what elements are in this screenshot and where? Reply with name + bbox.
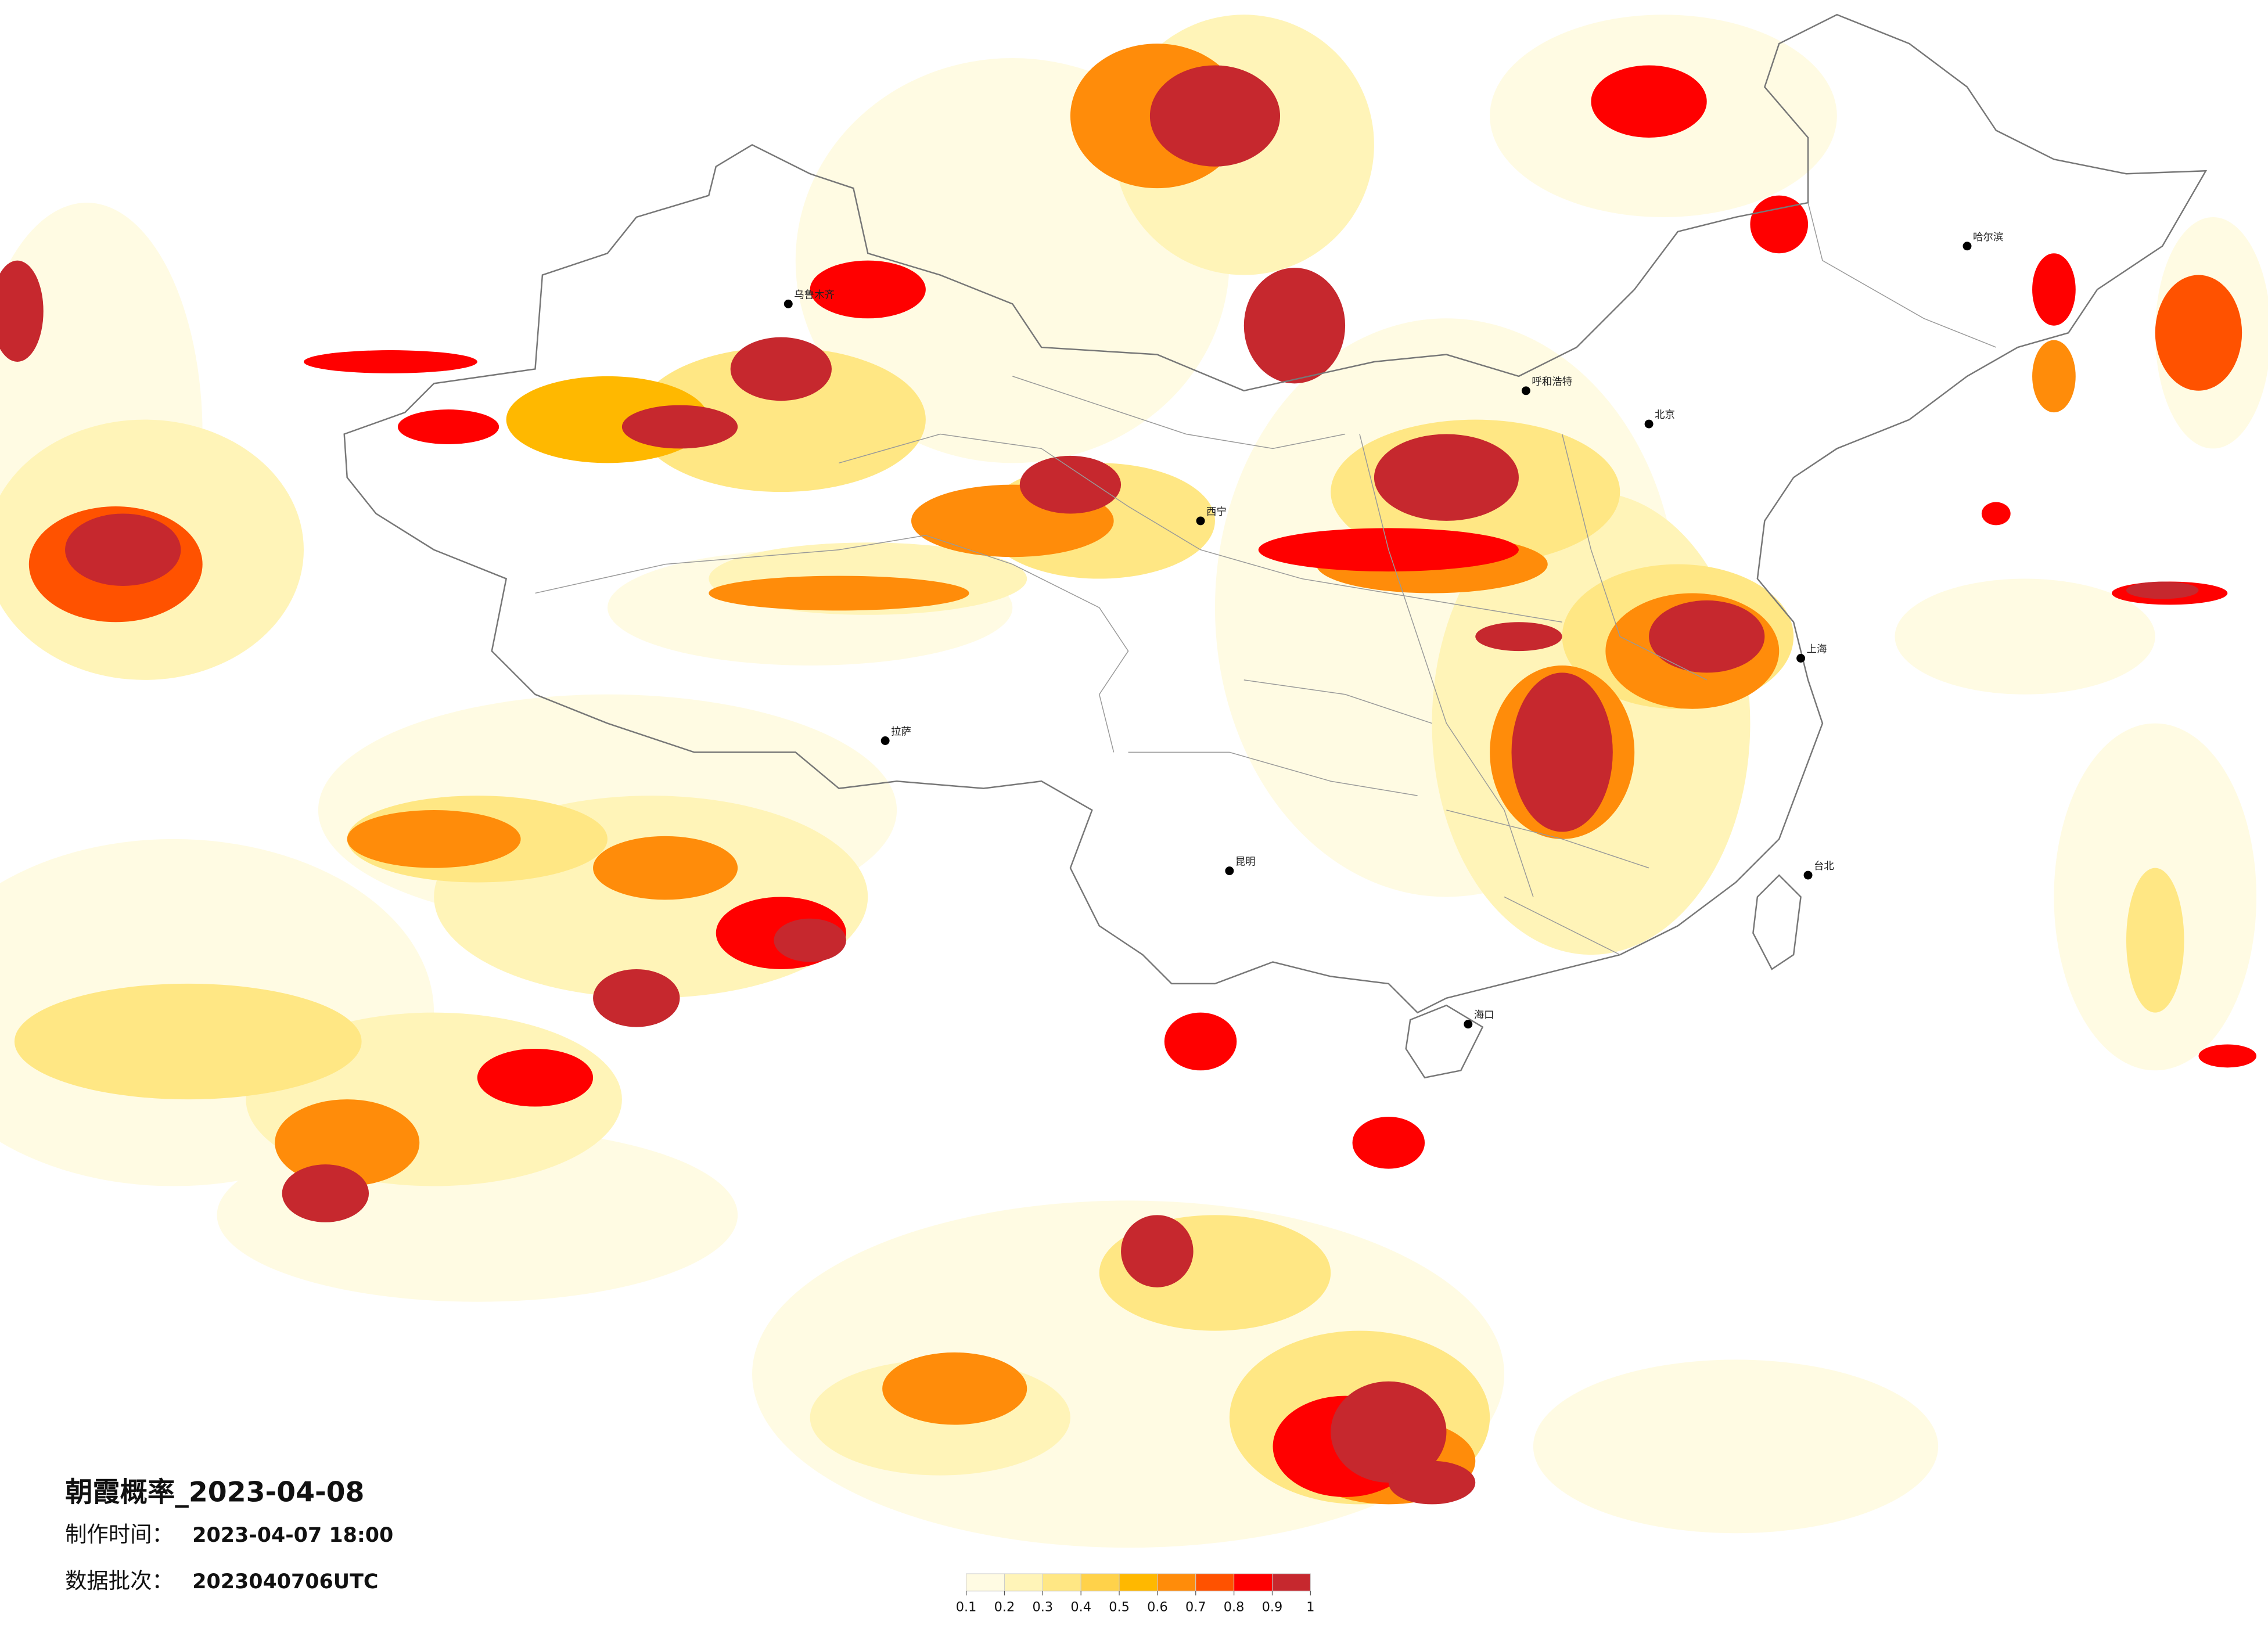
city-label: 昆明: [1235, 857, 1256, 868]
legend-tick-label: 0.8: [1224, 1600, 1245, 1615]
city-dot: [1796, 654, 1806, 663]
legend-swatch: [1042, 1573, 1081, 1592]
probability-patch: [477, 1048, 594, 1107]
city-label: 呼和浩特: [1532, 376, 1572, 388]
legend-swatch: [1234, 1573, 1273, 1592]
city-dot: [1521, 386, 1530, 395]
info-label: 数据批次：: [65, 1568, 174, 1593]
probability-patch: [882, 1352, 1027, 1425]
probability-patch: [347, 810, 521, 868]
probability-field: [0, 15, 2268, 1548]
map-title: 朝霞概率_2023-04-08: [65, 1476, 364, 1508]
probability-patch: [14, 983, 362, 1100]
info-value: 2023040706UTC: [192, 1570, 378, 1593]
legend-swatch: [966, 1573, 1005, 1592]
probability-patch: [303, 350, 477, 373]
legend-tick-label: 1: [1306, 1600, 1314, 1615]
probability-patch: [730, 337, 832, 401]
probability-patch: [275, 1099, 420, 1186]
probability-patch: [1895, 578, 2155, 695]
probability-patch: [2032, 253, 2076, 326]
probability-patch: [1164, 1012, 1237, 1071]
legend-swatch: [1119, 1573, 1158, 1592]
probability-patch: [2155, 275, 2242, 391]
probability-patch: [1121, 1215, 1194, 1287]
probability-patch: [593, 969, 680, 1027]
legend-swatch: [1271, 1573, 1311, 1592]
probability-patch: [1511, 672, 1613, 832]
city-label: 北京: [1655, 409, 1675, 421]
city-label: 西宁: [1206, 506, 1227, 518]
province-borders: [535, 202, 1997, 955]
probability-patch: [1591, 65, 1707, 138]
legend-tick-label: 0.1: [956, 1600, 977, 1615]
probability-patch: [2126, 868, 2184, 1013]
city-label: 乌鲁木齐: [794, 289, 835, 301]
city-label: 拉萨: [891, 726, 911, 738]
city-dot: [1464, 1020, 1473, 1029]
city-dot: [880, 736, 890, 745]
probability-patch: [282, 1164, 369, 1222]
probability-patch: [2126, 581, 2199, 599]
probability-patch: [0, 260, 44, 362]
city-dot: [1803, 870, 1813, 880]
legend-tick-label: 0.6: [1147, 1600, 1168, 1615]
probability-patch: [1475, 622, 1562, 652]
city-dot: [1644, 419, 1654, 429]
city-dot: [1196, 516, 1205, 526]
city-label: 哈尔滨: [1973, 232, 2003, 243]
probability-patch: [65, 513, 181, 587]
city-label: 海口: [1474, 1010, 1494, 1021]
probability-patch: [1388, 1460, 1476, 1505]
probability-patch: [709, 575, 969, 611]
legend-tick-label: 0.9: [1262, 1600, 1283, 1615]
probability-patch: [1750, 195, 1809, 254]
probability-patch: [1352, 1116, 1425, 1169]
legend-swatch: [1080, 1573, 1120, 1592]
probability-patch: [1374, 434, 1519, 521]
info-value: 2023-04-07 18:00: [192, 1524, 393, 1547]
legend: 0.1 0.2 0.3 0.4 0.5 0.6 0.7 0.8 0.9 1: [956, 1573, 1314, 1615]
city-dot: [1963, 242, 1972, 251]
probability-patch: [2198, 1044, 2257, 1068]
probability-patch: [2032, 340, 2076, 413]
legend-swatch: [1195, 1573, 1235, 1592]
probability-patch: [593, 836, 738, 900]
legend-tick-label: 0.5: [1109, 1600, 1130, 1615]
probability-patch: [636, 347, 926, 492]
info-label: 制作时间：: [65, 1521, 174, 1547]
city-dot: [783, 299, 793, 308]
probability-patch: [621, 405, 738, 449]
probability-patch: [1649, 600, 1765, 673]
probability-patch: [1149, 65, 1281, 167]
legend-swatch: [1157, 1573, 1196, 1592]
probability-patch: [810, 260, 926, 319]
legend-swatch: [1004, 1573, 1043, 1592]
legend-tick-label: 0.2: [994, 1600, 1015, 1615]
probability-patch: [774, 918, 846, 962]
city-dot: [1225, 866, 1234, 876]
probability-patch: [1243, 268, 1346, 384]
city-label: 上海: [1807, 644, 1827, 656]
probability-patch: [1331, 1381, 1447, 1483]
china-outline: [343, 13, 2208, 1079]
probability-patch: [1019, 455, 1122, 514]
probability-patch: [397, 409, 499, 444]
legend-tick-label: 0.7: [1185, 1600, 1206, 1615]
city-label: 台北: [1814, 861, 1834, 872]
legend-tick-label: 0.4: [1070, 1600, 1091, 1615]
legend-tick-label: 0.3: [1033, 1600, 1054, 1615]
probability-patch: [1533, 1359, 1939, 1534]
probability-patch: [1981, 502, 2011, 526]
